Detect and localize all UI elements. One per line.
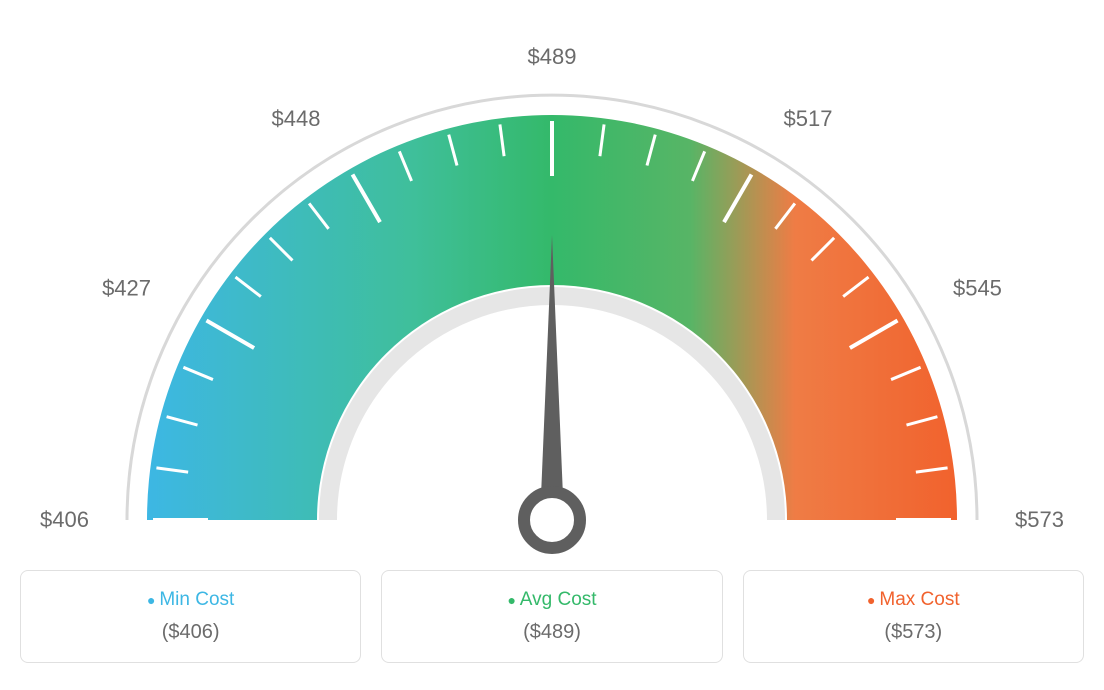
gauge-tick-label: $489 xyxy=(528,44,577,69)
legend-card-max: Max Cost ($573) xyxy=(743,570,1084,663)
gauge-hub xyxy=(524,492,580,548)
gauge-tick-label: $427 xyxy=(102,276,151,301)
gauge-svg-container: $406 $427 $448 $489 $517 $545 $573 xyxy=(20,20,1084,560)
gauge-tick-label: $545 xyxy=(953,276,1002,301)
gauge-tick-label: $448 xyxy=(272,106,321,131)
gauge-tick-label: $573 xyxy=(1015,507,1064,532)
legend-max-label: Max Cost xyxy=(754,589,1073,611)
gauge-tick-label: $406 xyxy=(40,507,89,532)
gauge-tick-label: $517 xyxy=(784,106,833,131)
legend-min-value: ($406) xyxy=(31,621,350,644)
legend-card-min: Min Cost ($406) xyxy=(20,570,361,663)
cost-gauge-chart: $406 $427 $448 $489 $517 $545 $573 Min Cost ($… xyxy=(20,20,1084,663)
legend-row: Min Cost ($406) Avg Cost ($489) Max Cost… xyxy=(20,570,1084,663)
legend-avg-label: Avg Cost xyxy=(392,589,711,611)
legend-avg-value: ($489) xyxy=(392,621,711,644)
legend-min-label: Min Cost xyxy=(31,589,350,611)
legend-max-value: ($573) xyxy=(754,621,1073,644)
legend-card-avg: Avg Cost ($489) xyxy=(381,570,722,663)
